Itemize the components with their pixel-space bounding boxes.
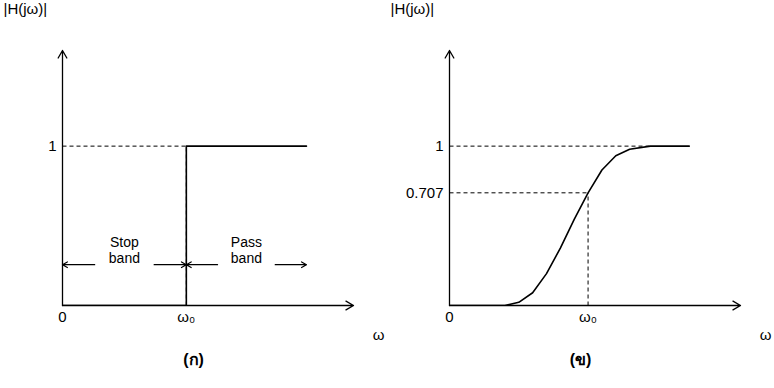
- svg-text:ω: ω: [373, 326, 385, 343]
- svg-text:ω₀: ω₀: [177, 308, 195, 325]
- html-text:(ก): (ก): [183, 351, 204, 368]
- svg-text:ω₀: ω₀: [579, 308, 597, 325]
- svg-text:1: 1: [48, 137, 56, 154]
- svg-text:Stopband: Stopband: [109, 234, 140, 266]
- html-text:(ข): (ข): [569, 351, 592, 368]
- svg-text:0: 0: [445, 308, 453, 325]
- svg-text:0: 0: [58, 308, 66, 325]
- svg-text:1: 1: [435, 137, 443, 154]
- svg-text:|H(jω)|: |H(jω)|: [4, 0, 48, 17]
- svg-text:Passband: Passband: [231, 234, 262, 266]
- svg-text:ω: ω: [760, 326, 772, 343]
- svg-text:|H(jω)|: |H(jω)|: [391, 0, 435, 17]
- svg-text:0.707: 0.707: [406, 184, 444, 201]
